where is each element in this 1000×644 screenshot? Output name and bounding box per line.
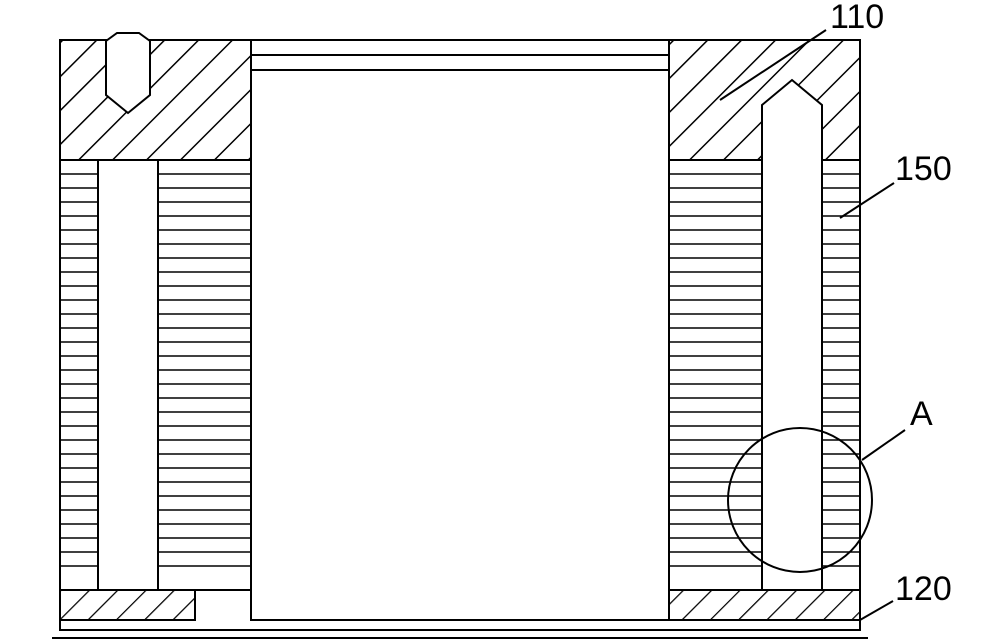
bottom-hatch-right — [669, 590, 860, 620]
side-hatch-left-inner — [158, 160, 251, 590]
bolt-slot-right — [762, 80, 822, 590]
side-hatch-right-inner — [669, 160, 762, 590]
inner-cavity — [251, 70, 669, 620]
connector-left — [106, 33, 150, 113]
label-top: 110 — [830, 0, 884, 36]
label-bottom: 120 — [895, 570, 952, 608]
side-hatch-left-outer — [60, 160, 98, 590]
leader-detail — [862, 430, 905, 460]
label-detail: A — [910, 395, 933, 433]
bolt-slot-left — [98, 160, 158, 590]
label-mid: 150 — [895, 150, 952, 188]
side-hatch-right-outer — [822, 160, 860, 590]
leader-bottom — [860, 601, 893, 620]
bottom-hatch-left — [60, 590, 195, 620]
top-hatch-left — [60, 40, 251, 160]
